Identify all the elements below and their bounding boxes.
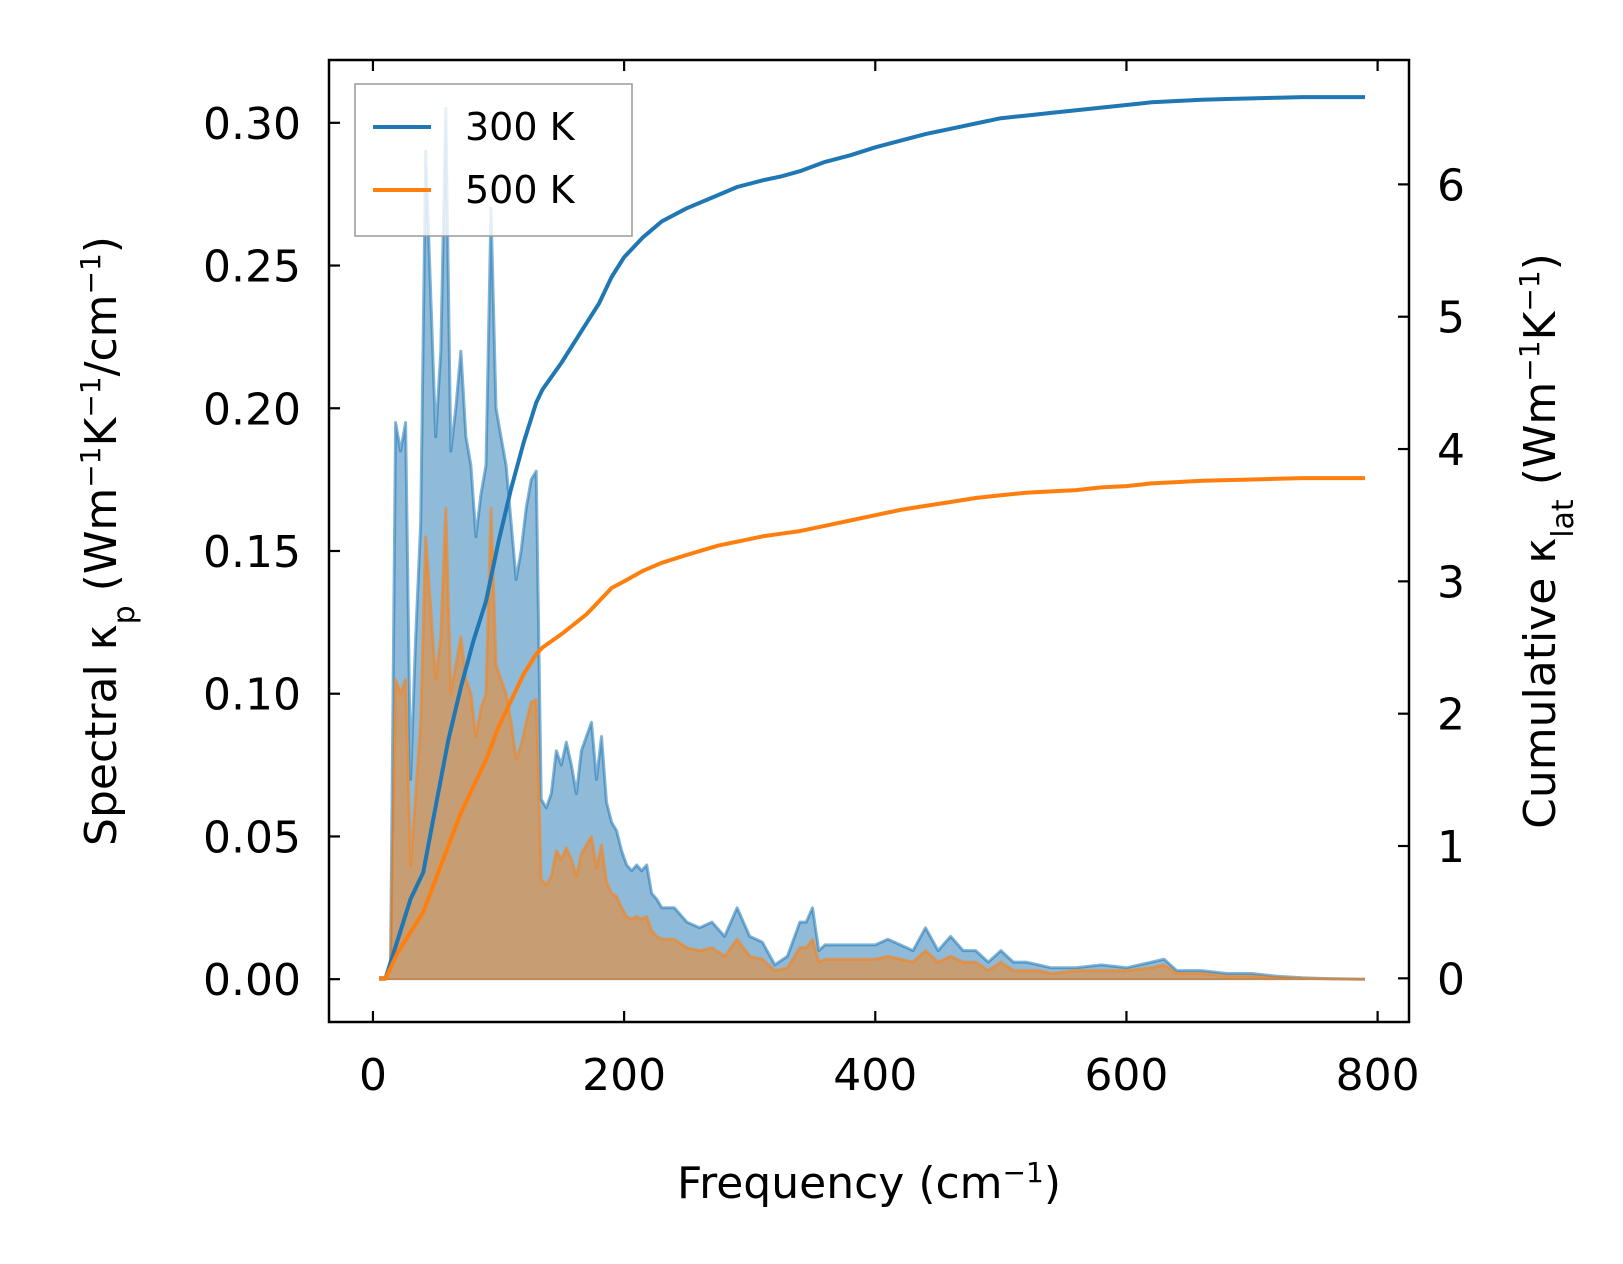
cumulative-lines [379, 95, 1365, 981]
y-right-tick-label: 2 [1437, 690, 1465, 741]
spectral-fills [379, 108, 1365, 980]
spectral-line-500k [379, 506, 1366, 981]
legend-box [354, 83, 633, 237]
legend-label-300k: 300 K [465, 105, 576, 149]
y-left-tick-label: 0.30 [203, 99, 301, 150]
spectral-lines [379, 107, 1366, 981]
x-tick-label: 600 [1084, 1050, 1168, 1101]
plot-frame [327, 58, 1411, 1024]
y-right-tick-label: 4 [1437, 425, 1465, 476]
y-right-tick-label: 6 [1437, 160, 1465, 211]
legend-label-500k: 500 K [465, 168, 576, 212]
y-right-tick-label: 3 [1437, 557, 1465, 608]
tick-labels: 0 200 400 600 800 0.00 0.05 0.10 0.15 0.20 0.25 0.3… [203, 99, 1465, 1101]
x-tick-label: 200 [582, 1050, 666, 1101]
y-left-tick-label: 0.25 [203, 242, 301, 293]
y-right-tick-label: 5 [1437, 293, 1465, 344]
spectral-fill-500k [379, 508, 1365, 980]
y-left-tick-label: 0.10 [203, 670, 301, 721]
y-left-tick-label: 0.15 [203, 527, 301, 578]
x-tick-label: 400 [833, 1050, 917, 1101]
left-y-axis-title: Spectral κp (Wm−1K−1/cm−1) [74, 236, 142, 846]
x-tick-label: 800 [1336, 1050, 1420, 1101]
cumulative-line-500k [379, 476, 1365, 981]
y-left-tick-label: 0.00 [203, 955, 301, 1006]
x-tick-label: 0 [359, 1050, 387, 1101]
y-left-tick-label: 0.20 [203, 384, 301, 435]
y-left-tick-label: 0.05 [203, 812, 301, 863]
y-right-tick-label: 0 [1437, 954, 1465, 1005]
legend: 300 K 500 K [354, 83, 633, 237]
axis-ticks [329, 60, 1409, 1022]
spectral-line-300k [379, 107, 1366, 981]
cumulative-line-300k [379, 95, 1365, 981]
y-right-tick-label: 1 [1437, 822, 1465, 873]
x-axis-title: Frequency (cm−1) [677, 1156, 1061, 1210]
right-y-axis-title: Cumulative κlat (Wm−1K−1) [1513, 253, 1581, 829]
